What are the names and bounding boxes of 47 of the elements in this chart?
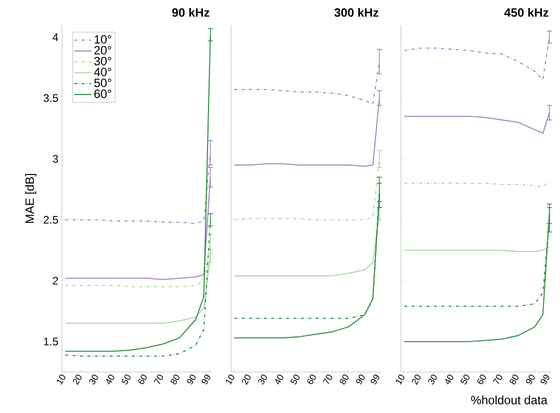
x-tick-label: 99: [370, 374, 380, 384]
legend-label: 50°: [94, 78, 112, 88]
x-tick-label: 40: [445, 374, 454, 384]
y-tick-label: 2: [52, 276, 58, 285]
x-tick-label: 80: [170, 374, 180, 384]
x-tick-label: 20: [242, 374, 251, 385]
x-tick-label: 30: [428, 374, 437, 384]
legend-label: 20°: [94, 46, 112, 55]
y-tick-label: 3.5: [44, 94, 58, 102]
x-tick-label: 40: [106, 374, 114, 384]
x-tick-label: 90: [356, 374, 365, 384]
x-tick-label: 10: [56, 374, 66, 385]
chart-title: 90 kHz: [172, 8, 210, 17]
legend-label: 60°: [94, 90, 112, 98]
x-tick-label: 60: [138, 374, 147, 384]
legend-label: 10°: [94, 35, 112, 44]
x-tick-label: 50: [121, 374, 130, 384]
x-tick-label: 90: [526, 374, 535, 384]
x-axis-title: %holdout data: [471, 396, 548, 404]
x-tick-label: 10: [396, 374, 404, 385]
x-tick-label: 50: [290, 374, 300, 384]
y-tick-label: 2.5: [44, 216, 58, 224]
legend-label: 30°: [94, 56, 112, 66]
x-tick-label: 80: [340, 374, 348, 384]
chart-title: 300 kHz: [334, 8, 378, 17]
x-tick-label: 70: [322, 374, 332, 384]
x-tick-label: 30: [89, 374, 98, 384]
x-tick-label: 70: [154, 374, 164, 384]
x-tick-label: 60: [477, 374, 486, 384]
x-tick-label: 99: [540, 374, 550, 384]
x-tick-label: 90: [187, 374, 196, 384]
x-tick-label: 80: [510, 374, 518, 384]
x-tick-label: 60: [307, 374, 316, 384]
x-tick-label: 20: [72, 374, 82, 385]
y-axis-title: MAE [dB]: [25, 174, 36, 223]
chart-title: 450 kHz: [504, 8, 548, 17]
x-tick-label: 40: [275, 374, 284, 384]
y-tick-label: 4: [52, 33, 58, 41]
x-tick-label: 30: [258, 374, 267, 384]
y-tick-label: 1.5: [44, 338, 58, 346]
legend-label: 40°: [94, 68, 112, 76]
x-tick-label: 20: [412, 374, 421, 385]
y-tick-label: 3: [52, 155, 58, 163]
x-tick-label: 99: [202, 374, 210, 384]
x-tick-label: 70: [492, 374, 502, 384]
x-tick-label: 50: [460, 374, 470, 384]
x-tick-label: 10: [226, 374, 234, 385]
